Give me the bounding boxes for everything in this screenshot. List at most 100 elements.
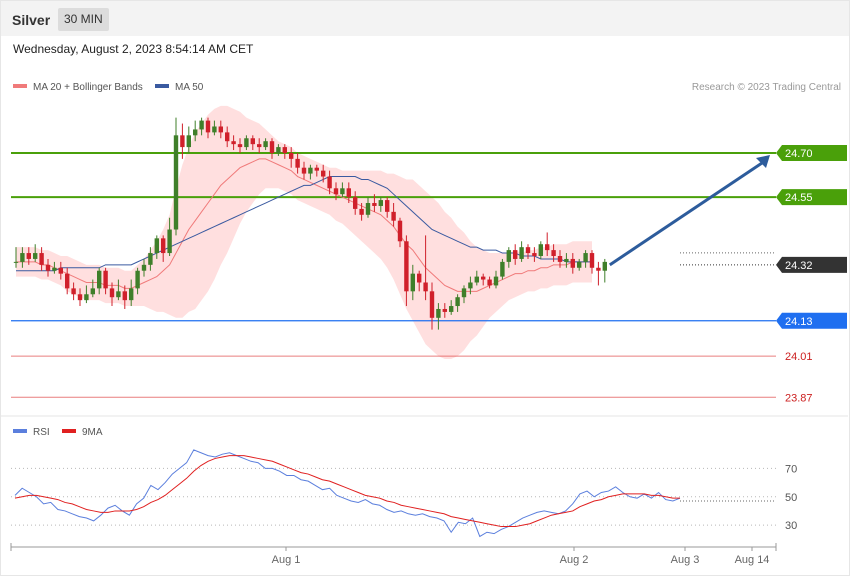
candle-body-64 xyxy=(423,282,428,292)
candle-body-34 xyxy=(231,141,236,145)
bollinger-band xyxy=(16,105,592,360)
candle-body-65 xyxy=(429,291,435,318)
candle-body-17 xyxy=(122,291,127,301)
candle-body-25 xyxy=(173,135,179,230)
level-tag-bg-0 xyxy=(776,144,847,161)
rsi-9ma-line xyxy=(14,455,680,528)
candle-body-82 xyxy=(538,244,543,256)
candle-body-62 xyxy=(410,273,415,292)
candle-body-3 xyxy=(33,253,38,259)
level-tag-label-4: 24.01 xyxy=(785,351,813,363)
level-tag-label-3: 24.13 xyxy=(785,316,813,328)
candle-body-88 xyxy=(577,261,582,268)
legend-ma50-label: MA 50 xyxy=(175,82,204,93)
level-tag-label-1: 24.55 xyxy=(785,192,813,204)
rsi-gridlines: 70 50 30 xyxy=(11,463,797,532)
header-bar: Silver 30 MIN xyxy=(0,0,850,36)
candle-body-80 xyxy=(525,247,531,254)
candle-body-12 xyxy=(90,288,95,295)
candle-body-70 xyxy=(461,288,467,298)
candle-body-91 xyxy=(596,267,601,271)
candle-body-87 xyxy=(570,258,575,268)
legend-rsi-swatch xyxy=(13,429,27,433)
candle-body-79 xyxy=(519,247,524,259)
projection-arrow xyxy=(608,154,770,267)
candle-body-81 xyxy=(532,253,537,256)
candle-body-72 xyxy=(474,276,479,283)
candle-body-69 xyxy=(455,297,460,307)
candle-body-39 xyxy=(263,141,268,148)
rsi-legend: RSI 9MA xyxy=(13,427,103,438)
candle-body-31 xyxy=(212,126,217,133)
candle-body-68 xyxy=(449,306,454,312)
candle-body-2 xyxy=(26,253,31,259)
candle-body-50 xyxy=(333,188,339,195)
level-tag-label-2: 24.32 xyxy=(785,260,813,272)
candle-body-84 xyxy=(551,250,556,256)
candle-body-86 xyxy=(564,258,569,262)
x-tick-label-3: Aug 14 xyxy=(735,554,770,566)
candle-body-27 xyxy=(186,135,191,148)
candle-body-55 xyxy=(365,203,371,215)
instrument-title: Silver xyxy=(12,12,51,28)
projection-arrow-shaft xyxy=(608,161,763,267)
candle-body-59 xyxy=(391,211,396,221)
candle-body-51 xyxy=(340,188,345,195)
level-lines xyxy=(11,151,776,398)
candle-body-60 xyxy=(397,220,403,242)
candle-body-38 xyxy=(257,144,262,148)
candle-body-42 xyxy=(282,147,287,153)
candles xyxy=(13,117,607,330)
timeframe-badge[interactable]: 30 MIN xyxy=(58,8,109,31)
report-datetime: Wednesday, August 2, 2023 8:54:14 AM CET xyxy=(13,42,254,56)
candle-body-15 xyxy=(109,288,115,298)
candle-body-10 xyxy=(77,294,83,301)
level-tag-bg-3 xyxy=(776,312,847,329)
candle-body-6 xyxy=(52,267,57,271)
legend-9ma-swatch xyxy=(62,429,76,433)
x-tick-label-2: Aug 3 xyxy=(671,554,700,566)
candle-body-1 xyxy=(20,253,25,262)
rsi-line xyxy=(14,449,681,538)
candle-body-33 xyxy=(225,132,230,142)
candle-body-26 xyxy=(180,135,185,148)
ma50-line xyxy=(16,176,592,272)
candle-body-4 xyxy=(39,253,44,265)
candle-body-19 xyxy=(135,270,140,289)
legend-ma50-swatch xyxy=(155,84,169,88)
candle-body-75 xyxy=(493,276,499,286)
candle-body-92 xyxy=(602,261,607,271)
candle-body-30 xyxy=(205,120,211,133)
candle-body-11 xyxy=(84,294,89,301)
candle-body-44 xyxy=(295,158,300,168)
candle-body-21 xyxy=(148,253,153,265)
candle-body-76 xyxy=(500,261,505,277)
candle-body-83 xyxy=(545,244,550,251)
candle-body-67 xyxy=(442,308,447,312)
level-tags: 24.70 24.55 24.32 24.13 24.01 23.87 xyxy=(776,144,847,404)
candle-body-5 xyxy=(45,264,51,271)
candle-body-47 xyxy=(314,167,319,171)
candle-body-89 xyxy=(583,253,588,262)
candle-body-48 xyxy=(321,170,326,177)
candle-body-57 xyxy=(378,200,383,206)
candle-body-13 xyxy=(97,270,102,289)
candle-body-40 xyxy=(269,141,275,153)
level-tag-bg-1 xyxy=(776,189,847,206)
candle-body-74 xyxy=(487,279,492,286)
candle-body-22 xyxy=(154,238,159,254)
candle-body-8 xyxy=(65,273,70,289)
bollinger-band-area xyxy=(16,105,592,360)
candle-body-85 xyxy=(557,256,563,262)
rsi-tick-label-0: 70 xyxy=(785,463,797,475)
candle-body-43 xyxy=(289,152,294,159)
candle-body-9 xyxy=(71,288,76,295)
candle-body-54 xyxy=(359,208,364,215)
candle-body-49 xyxy=(327,176,332,189)
candle-body-78 xyxy=(513,250,518,259)
candle-body-58 xyxy=(385,200,390,212)
candle-body-7 xyxy=(58,267,63,274)
candle-body-73 xyxy=(481,276,486,280)
legend-rsi-label: RSI xyxy=(33,427,50,438)
